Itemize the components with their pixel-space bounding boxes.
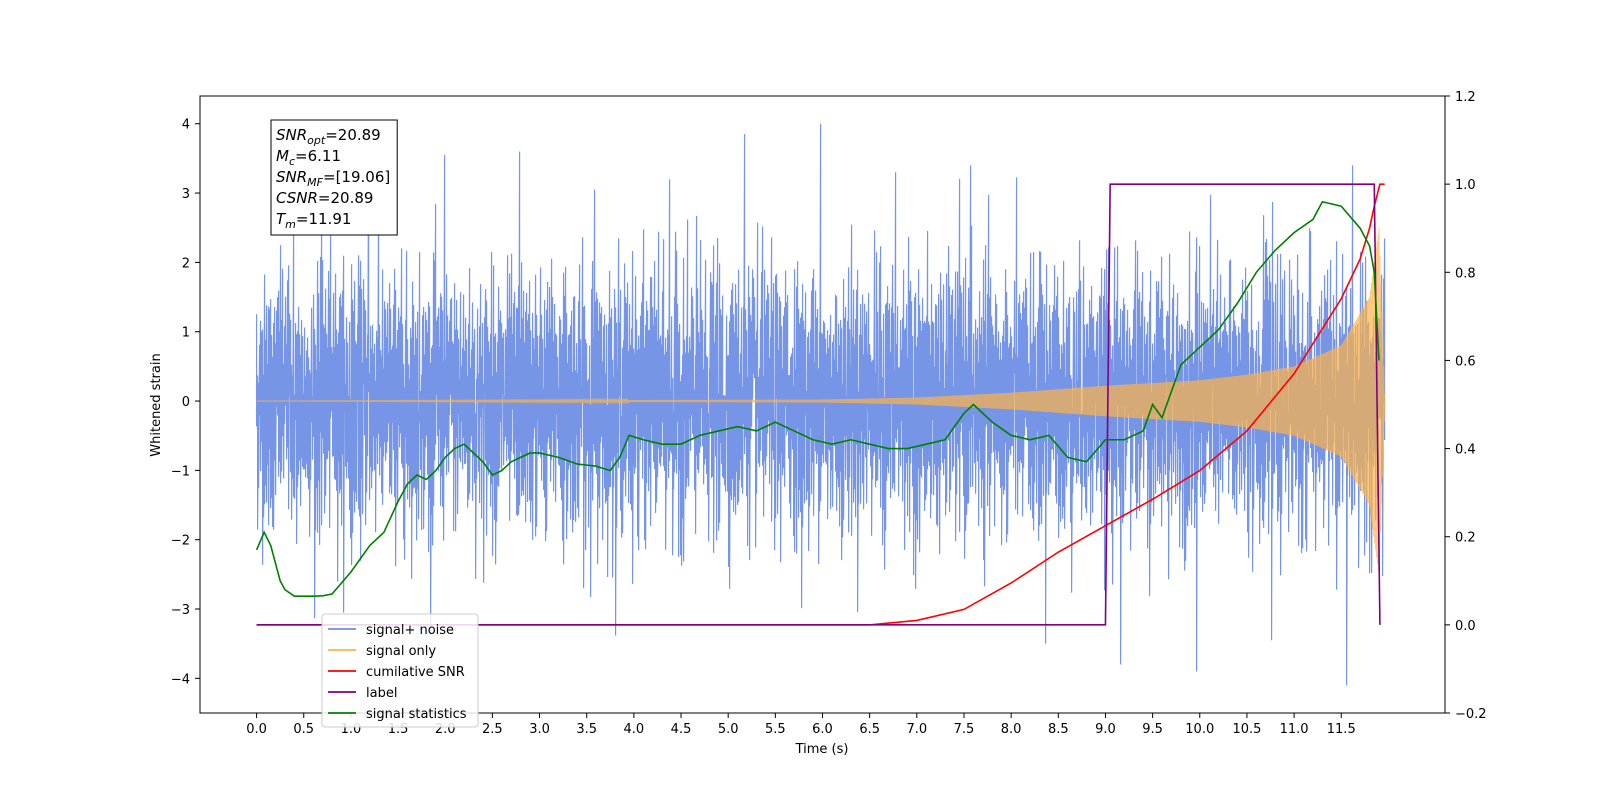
series-cumilative-snr-line xyxy=(256,183,1385,626)
y2-tick-label: 1.0 xyxy=(1455,178,1476,193)
series-signal-noise-line xyxy=(255,123,1386,686)
x-tick-label: 10.0 xyxy=(1185,722,1214,737)
y2-tick-label: 0.2 xyxy=(1455,531,1476,546)
legend-label-signal-noise: signal+ noise xyxy=(366,623,454,638)
annotation-line: Tm=11.91 xyxy=(276,210,351,231)
x-tick-label: 4.0 xyxy=(624,722,645,737)
x-tick-label: 6.5 xyxy=(859,722,880,737)
legend: signal+ noise signal only cumilative SNR la… xyxy=(321,613,479,728)
x-tick-label: 3.0 xyxy=(529,722,550,737)
x-tick-label: 5.5 xyxy=(765,722,786,737)
y-tick-label: −4 xyxy=(171,672,190,687)
y-tick-label: 0 xyxy=(182,395,190,410)
x-tick-label: 2.5 xyxy=(482,722,503,737)
series-layer xyxy=(255,123,1386,686)
x-tick-label: 4.5 xyxy=(671,722,692,737)
y2-tick-label: −0.2 xyxy=(1455,707,1487,722)
x-tick-label: 6.0 xyxy=(812,722,833,737)
annotation-line: SNRopt=20.89 xyxy=(276,126,381,147)
y-tick-label: −3 xyxy=(171,603,190,618)
y-tick-label: −2 xyxy=(171,534,190,549)
y2-tick-label: 0.8 xyxy=(1455,266,1476,281)
y-axis-label: Whitened strain xyxy=(149,353,164,456)
annotation-frame xyxy=(270,119,398,236)
x-tick-label: 11.5 xyxy=(1327,722,1356,737)
x-axis-label: Time (s) xyxy=(795,742,849,757)
x-tick-label: 8.0 xyxy=(1001,722,1022,737)
x-tick-label: 3.5 xyxy=(576,722,597,737)
series-signal-statistics-line xyxy=(255,200,1380,598)
x-tick-label: 0.0 xyxy=(246,722,267,737)
y-tick-label: 2 xyxy=(182,256,190,271)
y2-tick-label: 0.0 xyxy=(1455,619,1476,634)
y-tick-label: 4 xyxy=(182,118,190,133)
legend-frame xyxy=(321,613,479,728)
y-tick-label: 3 xyxy=(182,187,190,202)
x-tick-label: 9.5 xyxy=(1142,722,1163,737)
y2-tick-label: 0.4 xyxy=(1455,443,1476,458)
series-label-line xyxy=(256,183,1381,626)
legend-label-label: label xyxy=(366,686,397,701)
x-tick-label: 9.0 xyxy=(1095,722,1116,737)
annotation-line: SNRMF=[19.06] xyxy=(276,168,390,189)
x-tick-label: 7.0 xyxy=(906,722,927,737)
annotation-line: CSNR=20.89 xyxy=(276,189,373,207)
x-tick-label: 5.0 xyxy=(718,722,739,737)
y2-tick-label: 0.6 xyxy=(1455,354,1476,369)
x-tick-label: 10.5 xyxy=(1232,722,1261,737)
x-tick-label: 7.5 xyxy=(954,722,975,737)
legend-label-cumilative-snr: cumilative SNR xyxy=(366,665,465,680)
series-signal-only-line xyxy=(256,228,1386,572)
legend-label-signal-statistics: signal statistics xyxy=(366,707,467,722)
legend-label-signal-only: signal only xyxy=(366,644,436,659)
y-tick-label: 1 xyxy=(182,326,190,341)
x-tick-label: 8.5 xyxy=(1048,722,1069,737)
x-axis: 0.0 0.5 1.0 1.5 2.0 2.5 3.0 3.5 4.0 4.5 5.0 5.5 6.0 6… xyxy=(246,713,1356,737)
y2-tick-label: 1.2 xyxy=(1455,90,1476,105)
annotation-line: Mc=6.11 xyxy=(276,147,341,168)
y-axis-right: −0.2 0.0 0.2 0.4 0.6 0.8 1.0 1.2 xyxy=(1445,90,1487,722)
y-tick-label: −1 xyxy=(171,464,190,479)
stats-annotation-box: SNRopt=20.89Mc=6.11SNRMF=[19.06]CSNR=20.… xyxy=(270,119,398,236)
y-axis-left: −4 −3 −2 −1 0 1 2 3 4 xyxy=(171,118,200,687)
x-tick-label: 11.0 xyxy=(1280,722,1309,737)
x-tick-label: 0.5 xyxy=(293,722,314,737)
